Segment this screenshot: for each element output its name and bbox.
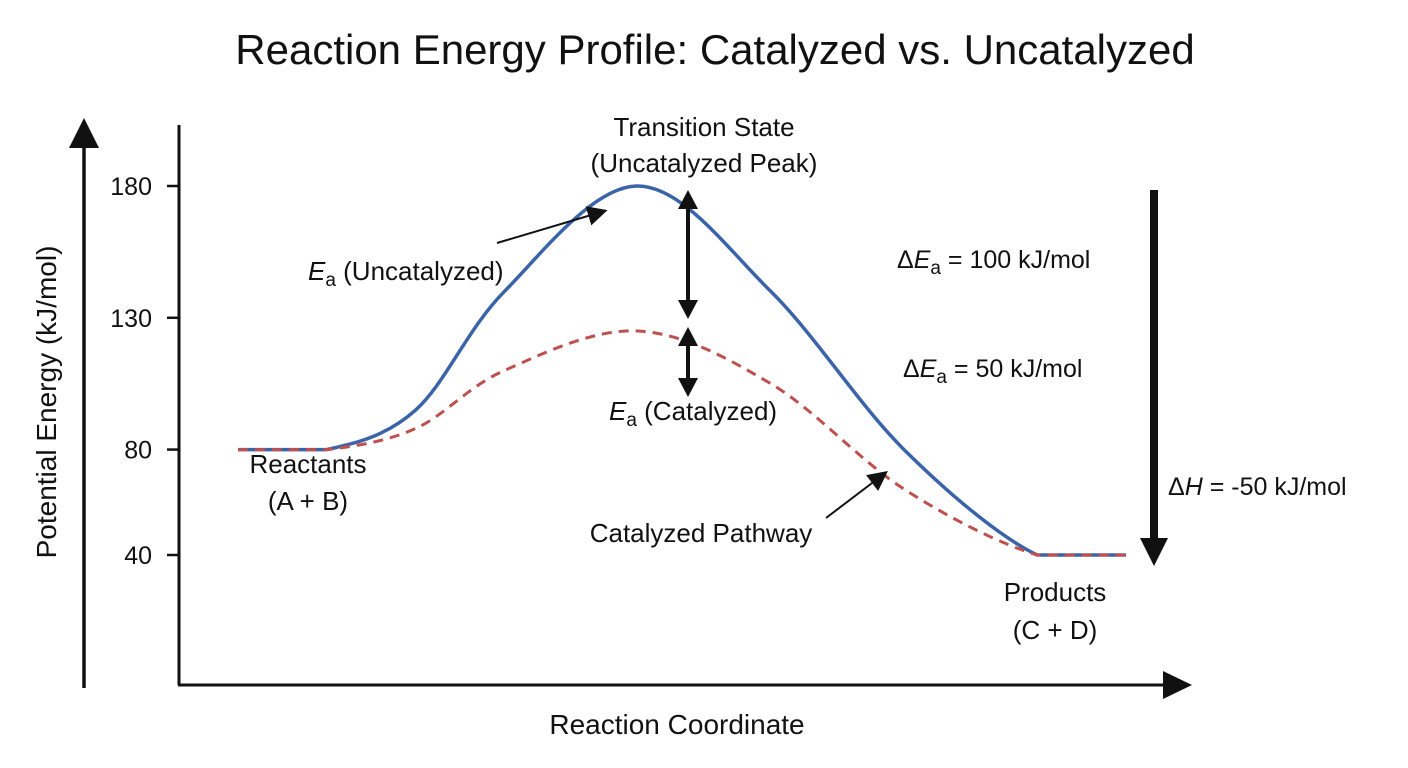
delta-ea-100-text: = 100 kJ/mol	[941, 246, 1090, 274]
ea-symbol: E	[920, 355, 937, 383]
delta-ea-arrow-up	[678, 190, 698, 209]
ea-catalyzed-label: Ea (Catalyzed)	[609, 396, 777, 431]
transition-state-sublabel: (Uncatalyzed Peak)	[591, 148, 818, 178]
ea-subscript: a	[325, 270, 336, 291]
x-axis-title: Reaction Coordinate	[549, 709, 804, 740]
ea-catalyzed-text: (Catalyzed)	[637, 396, 777, 426]
catalyzed-pathway-pointer	[825, 470, 888, 519]
delta-ea-50-text: = 50 kJ/mol	[947, 355, 1082, 383]
ea-symbol: E	[914, 246, 931, 274]
chart-title: Reaction Energy Profile: Catalyzed vs. U…	[235, 26, 1194, 73]
y-axis-title: Potential Energy (kJ/mol)	[31, 246, 62, 559]
delta-symbol: Δ	[1168, 473, 1185, 501]
catalyzed-curve	[238, 329, 1126, 557]
ea-catalyzed-arrow-up	[678, 327, 698, 346]
reactants-label: Reactants	[249, 449, 366, 479]
products-sublabel: (C + D)	[1013, 615, 1098, 645]
delta-symbol: Δ	[897, 246, 914, 274]
y-tick-label: 40	[124, 542, 152, 570]
delta-ea-arrow-down	[678, 300, 698, 319]
ea-catalyzed-arrow-down	[678, 378, 698, 397]
uncatalyzed-curve	[238, 184, 1126, 557]
catalyzed-pathway-label: Catalyzed Pathway	[590, 518, 813, 548]
delta-h-arrow-head	[1140, 538, 1168, 566]
y-tick-label: 80	[124, 437, 152, 465]
y-axis-arrow-head	[69, 118, 99, 148]
reactants-sublabel: (A + B)	[268, 486, 348, 516]
products-label: Products	[1004, 577, 1107, 607]
ea-uncatalyzed-text: (Uncatalyzed)	[336, 256, 504, 286]
ea-uncatalyzed-pointer	[496, 206, 608, 244]
ea-symbol: E	[308, 256, 326, 286]
delta-h-text: = -50 kJ/mol	[1203, 473, 1347, 501]
ea-symbol: E	[609, 396, 627, 426]
y-axis-ticks: 40 80 130 180	[110, 173, 179, 570]
ea-subscript: a	[626, 410, 637, 431]
ea-uncatalyzed-label: Ea (Uncatalyzed)	[308, 256, 504, 291]
ea-subscript: a	[930, 258, 941, 279]
delta-symbol: Δ	[903, 355, 920, 383]
ea-subscript: a	[936, 367, 947, 388]
delta-ea-50-label: ΔEa = 50 kJ/mol	[903, 355, 1082, 388]
x-axis-arrow-head	[1163, 671, 1192, 699]
h-symbol: H	[1185, 473, 1204, 501]
delta-h-label: ΔH = -50 kJ/mol	[1168, 473, 1347, 501]
y-tick-label: 130	[110, 305, 152, 333]
y-tick-label: 180	[110, 173, 152, 201]
delta-ea-100-label: ΔEa = 100 kJ/mol	[897, 246, 1090, 279]
transition-state-label: Transition State	[613, 112, 794, 142]
